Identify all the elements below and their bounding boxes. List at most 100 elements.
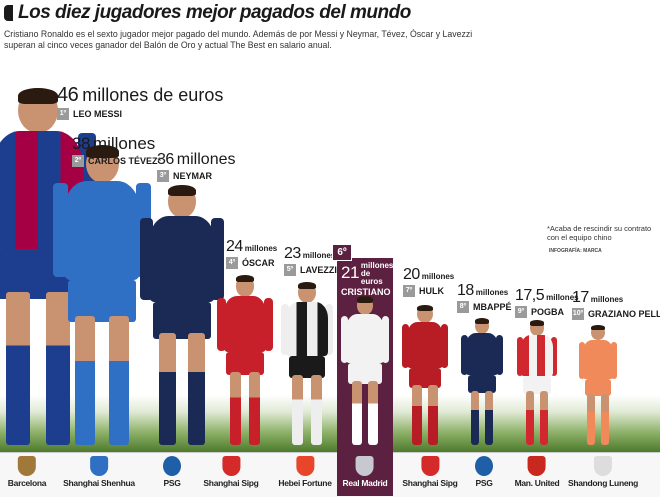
player-leg [428,384,438,445]
salary-line: 38 millones [72,134,161,154]
club-crest-icon [420,456,439,476]
player-shorts [409,368,441,388]
player-shorts [288,355,326,379]
player-jersey [223,295,267,352]
salary-unit: millones [176,151,236,168]
rank-name-row: 10º GRAZIANO PELLÉ [572,308,660,320]
club-man-united: Man. United [515,452,560,496]
player-figure [461,318,503,445]
salary-value: 23 [284,245,301,262]
rank-badge: 3º [157,170,169,182]
salary-value: 20 [403,266,420,283]
player-label: 17 millones 10º GRAZIANO PELLÉ [572,289,660,320]
player-figure [217,275,273,445]
rank-badge: 5º [284,264,296,276]
club-crest-icon [355,456,374,476]
player-leg [187,333,206,445]
salary-value: 17,5 [515,287,545,304]
salary-line: 46 millones de euros [57,84,223,107]
player-label: 18 millones 8º MBAPPÉ [457,282,512,313]
club-name: Man. United [514,478,560,488]
player-name: CARLOS TÉVEZ* [88,156,162,166]
player-leg [75,316,96,445]
credit: INFOGRAFÍA: MARCA [549,248,602,254]
club-real-madrid: Real Madrid [343,452,388,496]
player-arm [578,341,585,380]
club-name: Real Madrid [342,478,388,488]
club-crest-icon [90,456,108,476]
rank-badge: 10º [572,308,584,320]
club-name: Barcelona [7,478,47,488]
club-strip [0,452,660,497]
player-leg [229,372,242,445]
player-leg [310,375,322,445]
player-label: 36 millones 3º NEYMAR [157,151,235,182]
player-shorts [68,280,136,323]
rank-name-row: 4º ÓSCAR [226,257,277,269]
player-figure [280,282,334,445]
rank-name-row: 7º HULK [403,285,454,297]
club-crest-icon [18,456,36,476]
player-arm [280,303,289,355]
player-leg [470,390,480,445]
salary-line: 21 millones de euros [341,262,393,286]
salary-unit: millones de euros [360,261,394,286]
player-leg [525,391,535,445]
salary-unit: millones [302,251,336,260]
salary-value: 24 [226,238,243,255]
salary-value: 36 [157,151,174,168]
player-label: 23 millones 5º LAVEZZI [284,245,337,276]
rank-badge: 9º [515,306,527,318]
salary-line: 17 millones [572,289,660,307]
club-crest-icon [528,456,546,476]
player-jersey [346,314,384,364]
player-figure [516,320,558,445]
player-figure [139,185,225,445]
player-shorts [523,376,551,394]
player-label: 38 millones 2º CARLOS TÉVEZ* [72,134,161,167]
salary-unit: millones [475,288,509,297]
player-shorts [584,379,612,396]
salary-unit: millones [244,244,278,253]
player-hair [417,305,433,312]
club-name: PSG [163,478,181,488]
salary-line: 18 millones [457,282,512,300]
club-name: Hebei Fortune [278,478,332,488]
player-name: LAVEZZI [300,265,337,275]
player-shorts [225,351,265,376]
player-figure [53,145,151,445]
player-leg [368,381,379,445]
player-leg [412,384,422,445]
footnote: *Acaba de rescindir su contrato con el e… [547,224,652,242]
player-hair [530,320,544,326]
player-leg [539,391,549,445]
club-crest-icon [475,456,493,476]
player-arm [264,297,273,351]
club-psg: PSG [475,452,493,496]
player-hair [85,145,119,159]
title-text: Los diez jugadores mejor pagados del mun… [18,2,411,23]
player-arm [551,337,558,377]
rank-badge: 2º [72,155,84,167]
salary-value: 21 [341,263,359,283]
player-name: CRISTIANO [341,287,391,297]
rank-badge-highlight: 6º [332,244,352,261]
player-arm [402,323,410,368]
player-jersey [521,335,553,377]
player-figure [578,325,618,445]
player-name: MBAPPÉ [473,302,512,312]
player-name: LEO MESSI [73,109,123,119]
player-jersey [149,216,215,303]
rank-name-row: 8º MBAPPÉ [457,301,512,313]
club-shandong-luneng: Shandong Luneng [568,452,638,496]
player-jersey [407,321,443,369]
player-leg [292,375,304,445]
player-hair [298,282,316,290]
player-hair [591,325,605,331]
player-leg [108,316,129,445]
player-arm [516,337,523,377]
player-label: 17,5 millones 9º POGBA [515,287,579,318]
intro-text: Cristiano Ronaldo es el sexto jugador me… [4,29,473,51]
player-shorts [467,375,497,394]
club-name: PSG [475,478,493,488]
